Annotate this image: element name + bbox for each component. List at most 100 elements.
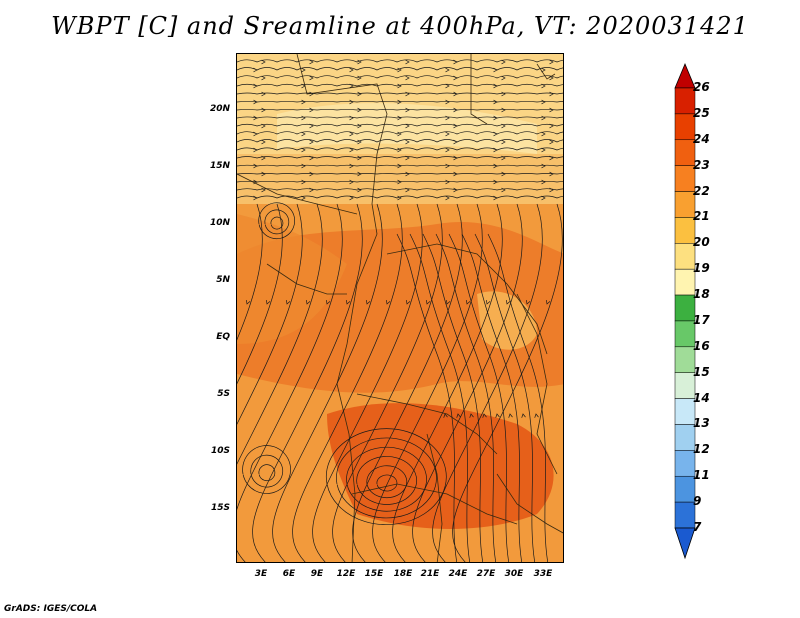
border-line xyxy=(266,263,347,295)
map-canvas xyxy=(237,54,563,562)
streamline-arrow xyxy=(549,91,554,97)
lon-label: 15E xyxy=(364,569,384,579)
streamline xyxy=(237,123,563,127)
streamline-arrow xyxy=(309,107,314,113)
colorbar-label: 16 xyxy=(693,338,710,353)
streamline-arrow xyxy=(357,123,362,129)
streamline-arrow xyxy=(397,163,402,169)
streamline-arrow xyxy=(397,83,402,89)
colorbar-label: 26 xyxy=(693,80,710,94)
streamline-arrow xyxy=(349,179,354,185)
colorbar-label: 21 xyxy=(693,209,710,224)
streamline xyxy=(376,474,398,492)
streamline-arrow xyxy=(261,139,266,145)
streamline xyxy=(237,180,563,183)
streamline-arrow xyxy=(261,187,266,193)
streamline-arrow xyxy=(357,91,362,97)
streamline xyxy=(264,209,290,235)
streamline-arrow xyxy=(549,187,554,193)
lat-label: EQ xyxy=(216,332,230,342)
colorbar-label: 11 xyxy=(693,468,710,483)
streamline-arrow xyxy=(445,131,450,137)
streamline-arrow xyxy=(446,299,451,305)
streamline-arrow xyxy=(541,163,546,169)
colorbar-swatch xyxy=(674,268,696,296)
streamline-arrow xyxy=(301,67,306,73)
streamline-arrow xyxy=(453,139,458,145)
streamline-arrow xyxy=(397,179,402,185)
streamline-arrow xyxy=(349,147,354,153)
streamline-arrow xyxy=(301,131,306,137)
streamline-arrow xyxy=(261,107,266,113)
streamline-arrow xyxy=(397,115,402,121)
colorbar-label: 17 xyxy=(693,312,710,327)
streamline-arrow xyxy=(405,59,410,65)
streamline xyxy=(272,203,383,562)
border-line xyxy=(516,293,558,475)
colorbar-top-arrow xyxy=(674,62,696,89)
lon-label: 9E xyxy=(310,569,324,579)
streamline-arrow xyxy=(493,147,498,153)
streamline-arrow xyxy=(501,91,506,97)
streamline xyxy=(336,437,437,519)
streamline-arrow xyxy=(549,171,554,177)
streamline-arrow xyxy=(349,115,354,121)
streamline-arrow xyxy=(309,123,314,129)
streamline-arrow xyxy=(309,91,314,97)
streamline-arrow xyxy=(549,59,554,65)
colorbar-swatch xyxy=(674,294,696,322)
streamline xyxy=(372,203,483,562)
streamline-arrow xyxy=(261,171,266,177)
streamline xyxy=(270,216,284,230)
streamline-arrow xyxy=(346,299,351,305)
streamline xyxy=(346,446,427,512)
streamline-arrow xyxy=(508,413,513,418)
streamline-arrow xyxy=(453,187,458,193)
streamline-arrow xyxy=(349,163,354,169)
streamline-arrow xyxy=(443,413,448,418)
streamline-arrow xyxy=(453,155,458,161)
streamline-arrow xyxy=(453,123,458,129)
streamline-arrow xyxy=(405,155,410,161)
streamline xyxy=(258,202,296,240)
streamline-arrow xyxy=(386,299,391,305)
streamline-arrow xyxy=(261,91,266,97)
streamline-arrow xyxy=(349,83,354,89)
streamline-arrow xyxy=(253,195,258,201)
streamline-arrow xyxy=(309,59,314,65)
streamline xyxy=(448,233,510,562)
streamline xyxy=(237,173,563,175)
streamline xyxy=(237,109,563,111)
streamline-arrow xyxy=(453,75,458,81)
streamline-arrow xyxy=(541,195,546,201)
streamline xyxy=(237,164,563,167)
shade-patch-north xyxy=(277,103,537,154)
lat-label: 5N xyxy=(216,275,230,285)
streamline xyxy=(326,428,447,526)
streamline xyxy=(237,147,563,151)
colorbar-label: 9 xyxy=(693,494,702,509)
streamline-arrow xyxy=(253,99,258,105)
lat-label: 15N xyxy=(209,161,230,171)
colorbar-swatch xyxy=(674,398,696,425)
streamline-arrow xyxy=(357,155,362,161)
streamline-arrow xyxy=(366,299,371,305)
streamline-arrow xyxy=(349,131,354,137)
colorbar-swatch xyxy=(674,372,696,399)
streamline xyxy=(237,203,263,341)
streamline-arrow xyxy=(501,171,506,177)
streamline xyxy=(332,203,443,562)
streamline xyxy=(409,233,471,562)
colorbar-swatch xyxy=(674,475,696,503)
streamline-arrow xyxy=(493,99,498,105)
streamline-arrow xyxy=(406,299,411,305)
streamline-arrow xyxy=(349,99,354,105)
colorbar-label: 19 xyxy=(693,261,710,276)
lon-label: 3E xyxy=(254,569,268,579)
streamline xyxy=(258,464,276,482)
colorbar xyxy=(674,62,696,560)
footer-credit: GrADS: IGES/COLA xyxy=(4,604,98,614)
streamline-arrow xyxy=(453,107,458,113)
streamline-arrow xyxy=(253,163,258,169)
streamline-arrow xyxy=(541,99,546,105)
